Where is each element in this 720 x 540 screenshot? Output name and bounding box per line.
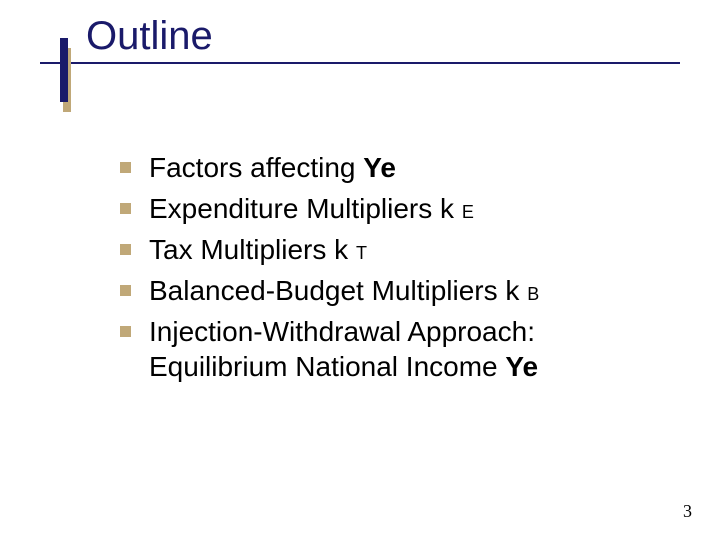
page-number: 3: [683, 501, 692, 522]
list-item-text: Factors affecting Ye: [149, 150, 396, 185]
list-item: Injection-Withdrawal Approach: Equilibri…: [120, 314, 660, 384]
text-subscript: T: [356, 243, 367, 263]
text-prefix: Tax Multipliers k: [149, 234, 356, 265]
square-bullet-icon: [120, 244, 131, 255]
list-item-text: Tax Multipliers k T: [149, 232, 367, 267]
list-item-text: Expenditure Multipliers k E: [149, 191, 474, 226]
list-item-text: Balanced-Budget Multipliers k B: [149, 273, 539, 308]
list-item: Tax Multipliers k T: [120, 232, 660, 267]
accent-bar-navy: [60, 38, 68, 102]
text-prefix: Injection-Withdrawal Approach: Equilibri…: [149, 316, 535, 382]
text-prefix: Balanced-Budget Multipliers k: [149, 275, 527, 306]
title-accent: [60, 38, 68, 102]
list-item: Balanced-Budget Multipliers k B: [120, 273, 660, 308]
square-bullet-icon: [120, 162, 131, 173]
list-item-text: Injection-Withdrawal Approach: Equilibri…: [149, 314, 660, 384]
text-bold: Ye: [505, 351, 538, 382]
slide: Outline Factors affecting Ye Expenditure…: [0, 0, 720, 540]
text-bold: Ye: [363, 152, 396, 183]
list-item: Expenditure Multipliers k E: [120, 191, 660, 226]
bullet-list: Factors affecting Ye Expenditure Multipl…: [120, 150, 660, 390]
text-prefix: Expenditure Multipliers k: [149, 193, 462, 224]
title-underline: [40, 62, 680, 64]
square-bullet-icon: [120, 326, 131, 337]
square-bullet-icon: [120, 203, 131, 214]
text-subscript: B: [527, 284, 539, 304]
title-block: Outline: [0, 62, 720, 64]
slide-title: Outline: [86, 14, 213, 59]
text-subscript: E: [462, 202, 474, 222]
square-bullet-icon: [120, 285, 131, 296]
text-prefix: Factors affecting: [149, 152, 363, 183]
list-item: Factors affecting Ye: [120, 150, 660, 185]
